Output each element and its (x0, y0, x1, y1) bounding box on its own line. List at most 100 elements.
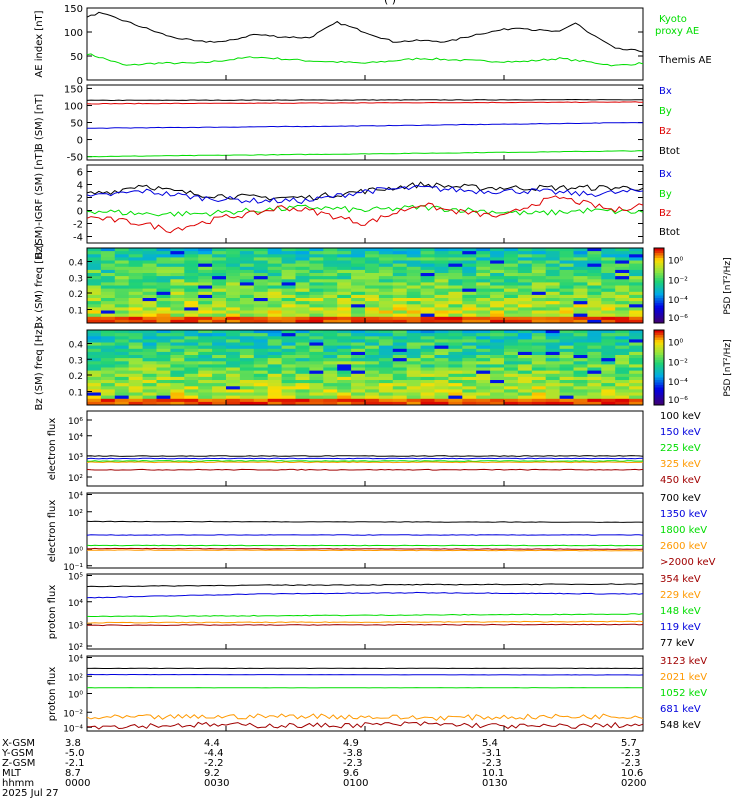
bzspec-cell (392, 386, 408, 390)
digrf-legend-bz: Bz (659, 208, 671, 219)
bxspec-cell (615, 260, 630, 265)
bxspec-cell (337, 279, 352, 283)
bzspec-cell (504, 389, 519, 393)
bzspec-cell (531, 380, 547, 384)
bzspec-cell (309, 358, 324, 362)
bxspec-cell (267, 285, 283, 290)
bzspec-cell (142, 348, 157, 353)
bxspec-cell (170, 257, 185, 261)
bxspec-cell (295, 310, 310, 315)
bzspec-cell (309, 339, 324, 343)
bzspec-cell (559, 370, 574, 375)
bzspec-cell (114, 401, 130, 406)
bzspec-cell (100, 383, 116, 387)
bxspec-cell (365, 282, 380, 286)
bxspec-cell (545, 254, 561, 258)
bzspec-cell (587, 380, 602, 384)
bzspec-cell (559, 342, 574, 347)
bzspec-cell (601, 355, 616, 359)
bxspec-cell (365, 254, 380, 258)
bxspec-cell (114, 257, 130, 261)
bzspec-cell (267, 373, 283, 378)
bsm-series (86, 98, 644, 158)
bxspec-cell (114, 266, 130, 271)
bzspec-cell (351, 376, 366, 381)
bzspec-cell (253, 339, 269, 343)
bzspec-cell (517, 336, 533, 340)
bxspec-cell (420, 288, 435, 293)
bxspec-cell (351, 298, 366, 302)
bzspec-cell (253, 333, 269, 337)
bzspec-cell (226, 355, 241, 359)
bxspec-cell (198, 276, 213, 280)
bzspec-cell (142, 358, 157, 362)
bxspec-colorbar-step (654, 253, 664, 256)
bzspec-cell (420, 380, 435, 384)
elec1-series-150-kev (86, 457, 644, 460)
bsm-panel-frame (86, 84, 644, 161)
bxspec-cell (448, 301, 463, 305)
bzspec-cell (448, 395, 463, 400)
bxspec-cell (323, 294, 338, 299)
ephemeris-value: -5.0 (65, 748, 85, 759)
bzspec-cell (87, 358, 102, 362)
bxspec-cell (531, 301, 547, 305)
bzspec-cell (462, 345, 477, 350)
bzspec-cell (378, 395, 394, 400)
bzspec-cell (337, 389, 352, 393)
bxspec-colorbar-step (654, 318, 664, 321)
bxspec-cell (253, 269, 269, 274)
bzspec-cell (226, 389, 241, 393)
bxspec-cell (128, 316, 144, 321)
bxspec-cell (587, 251, 602, 255)
bzspec-cell (476, 348, 491, 353)
bxspec-cell (337, 301, 352, 305)
bxspec-cell (559, 291, 574, 296)
bzspec-cell (378, 386, 394, 390)
bxspec-cell (156, 298, 171, 302)
prot2-legend-item: 3123 keV (660, 656, 707, 667)
bzspec-cell (531, 373, 547, 378)
bxspec-cell (309, 269, 324, 274)
bzspec-cell (545, 380, 561, 384)
bzspec-cell (545, 339, 561, 343)
bzspec-cell (531, 342, 547, 347)
bzspec-colorbar-step (654, 360, 664, 363)
bzspec-cell (504, 386, 519, 390)
bxspec-cell (490, 260, 505, 265)
bzspec-cell (448, 370, 463, 375)
bzspec-cell (351, 358, 366, 362)
bzspec-cell (392, 392, 408, 397)
bzspec-cell (476, 392, 491, 397)
bxspec-cell (114, 294, 130, 299)
bxspec-cell (476, 291, 491, 296)
bzspec-cell (476, 395, 491, 400)
bzspec-cell (573, 339, 588, 343)
bsm-tick-label: -50 (67, 153, 83, 164)
bxspec-cell (573, 310, 588, 315)
bxspec-cell (559, 263, 574, 268)
bzspec-cell (351, 364, 366, 368)
bzspec-cell (504, 345, 519, 350)
bzspec-colorbar-step (654, 402, 664, 406)
bxspec-cell (184, 304, 199, 308)
bxspec-cell (142, 288, 157, 293)
bzspec-cell (198, 330, 213, 334)
bzspec-cell (295, 351, 310, 356)
bxspec-cell (448, 313, 463, 318)
bzspec-cell (517, 380, 533, 384)
elec2-frame (86, 492, 644, 569)
bzspec-cell (573, 386, 588, 390)
prot2-tick-label: 10⁴ (68, 655, 83, 665)
bxspec-cell (420, 298, 435, 302)
bzspec-cell (531, 376, 547, 381)
bzspec-cell (476, 376, 491, 381)
bzspec-cell (226, 361, 241, 365)
bzspec-cell (559, 386, 574, 390)
prot2-frame (86, 655, 644, 732)
bzspec-cell (184, 401, 199, 406)
bxspec-cell (531, 257, 547, 261)
bxspec-cell (253, 257, 269, 261)
